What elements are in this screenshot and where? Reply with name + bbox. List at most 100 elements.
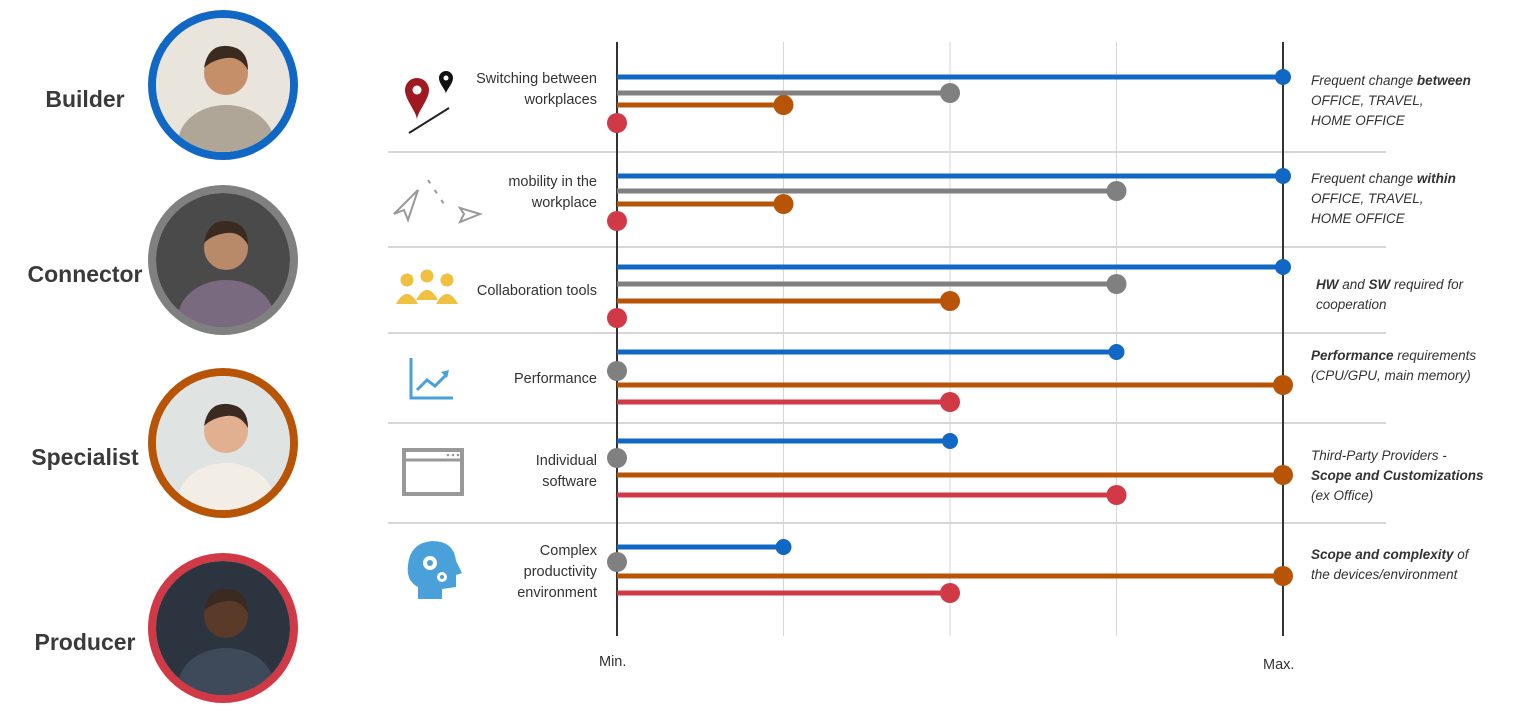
note-text: (CPU/GPU, main memory) <box>1311 368 1471 383</box>
avatar-producer <box>148 553 298 703</box>
bar-end-dot-producer <box>607 113 627 133</box>
requirement-note: Scope and complexity of the devices/envir… <box>1311 545 1511 585</box>
requirement-note-line: Scope and Customizations <box>1311 466 1511 486</box>
note-emphasis: within <box>1416 171 1456 186</box>
requirement-note-line: Frequent change within <box>1311 169 1511 189</box>
category-label: mobility in the workplace <box>427 172 597 214</box>
persona-connector: Connector <box>0 185 330 355</box>
persona-specialist: Specialist <box>0 368 330 538</box>
category-label-line: software <box>542 474 597 490</box>
requirement-note-line: Third-Party Providers - <box>1311 446 1511 466</box>
bar-end-dot-connector <box>1106 181 1127 201</box>
avatar-builder <box>148 10 298 160</box>
requirement-note-line: Scope and complexity of <box>1311 545 1511 565</box>
note-text: (ex Office) <box>1311 488 1374 503</box>
category-label: Individual software <box>427 451 597 493</box>
requirement-note: Performance requirements (CPU/GPU, main m… <box>1311 346 1511 386</box>
note-text: Frequent change <box>1311 171 1417 186</box>
requirement-note-line: (CPU/GPU, main memory) <box>1311 366 1511 386</box>
note-text: HOME OFFICE <box>1311 113 1405 128</box>
bar-end-dot-builder <box>1108 344 1125 360</box>
category-label-line: workplace <box>531 195 597 211</box>
bar-end-dot-producer <box>940 392 960 412</box>
category-label-line: Complex <box>539 543 597 559</box>
category-label: Switching between workplaces <box>427 69 597 111</box>
bar-end-dot-connector <box>940 83 960 103</box>
requirement-note-line: OFFICE, TRAVEL, <box>1311 189 1511 209</box>
browser-window-icon <box>402 448 464 496</box>
bar-end-dot-specialist <box>773 194 794 214</box>
bar-end-dot-specialist <box>773 95 794 115</box>
persona-label-specialist: Specialist <box>31 444 139 470</box>
category-label-line: workplaces <box>524 92 597 108</box>
category-label-line: Switching between <box>476 71 597 87</box>
note-emphasis: Scope and Customizations <box>1311 468 1484 483</box>
bar-end-dot-builder <box>775 539 792 555</box>
note-emphasis: SW <box>1368 277 1391 292</box>
note-emphasis: HW <box>1316 277 1339 292</box>
note-text: of <box>1453 547 1469 562</box>
category-label-line: Individual <box>535 453 597 469</box>
bar-end-dot-specialist <box>1273 465 1293 485</box>
note-emphasis: between <box>1416 73 1471 88</box>
category-label: Performance <box>427 369 597 390</box>
person-photo-icon <box>156 18 290 152</box>
paper-plane-icon <box>393 179 484 224</box>
persona-builder: Builder <box>0 10 330 180</box>
avatar-connector <box>148 185 298 335</box>
bar-end-dot-specialist <box>1273 375 1293 395</box>
requirement-note: Frequent change within OFFICE, TRAVEL, HOM… <box>1311 169 1511 229</box>
category-label: Collaboration tools <box>427 281 597 302</box>
note-text: cooperation <box>1316 297 1387 312</box>
person-photo-icon <box>156 561 290 695</box>
requirement-note: Third-Party Providers - Scope and Customi… <box>1311 446 1511 506</box>
persona-label-producer: Producer <box>34 629 136 655</box>
note-text: OFFICE, TRAVEL, <box>1311 93 1424 108</box>
category-label: Complex productivity environment <box>427 541 597 604</box>
bar-end-dot-connector <box>1106 274 1127 294</box>
persona-label-builder: Builder <box>45 86 125 112</box>
requirement-note: HW and SW required for cooperation <box>1316 275 1516 315</box>
note-text: and <box>1338 277 1369 292</box>
category-label-line: Performance <box>513 371 597 387</box>
requirement-note-line: the devices/environment <box>1311 565 1511 585</box>
requirement-note-line: OFFICE, TRAVEL, <box>1311 91 1511 111</box>
bar-end-dot-builder <box>1275 259 1291 275</box>
category-label-line: mobility in the <box>508 174 597 190</box>
bar-end-dot-specialist <box>940 291 960 311</box>
bar-end-dot-connector <box>607 448 627 468</box>
head-gears-icon <box>407 541 462 599</box>
bar-end-dot-producer <box>607 211 627 231</box>
requirement-note-line: Frequent change between <box>1311 71 1511 91</box>
requirement-note-line: Performance requirements <box>1311 346 1511 366</box>
persona-label-connector: Connector <box>27 261 143 287</box>
category-label-line: Collaboration tools <box>476 283 597 299</box>
people-group-icon <box>396 269 458 304</box>
bar-end-dot-builder <box>1275 168 1291 184</box>
note-emphasis: Scope and complexity <box>1311 547 1454 562</box>
persona-producer: Producer <box>0 553 330 723</box>
bar-end-dot-connector <box>607 552 627 572</box>
line-chart-icon <box>409 358 453 400</box>
avatar-specialist <box>148 368 298 518</box>
requirement-note-line: (ex Office) <box>1311 486 1511 506</box>
note-text: Third-Party Providers - <box>1311 448 1447 463</box>
note-text: required for <box>1390 277 1464 292</box>
bar-end-dot-producer <box>940 583 960 603</box>
category-label-line: environment <box>517 585 597 601</box>
person-photo-icon <box>156 193 290 327</box>
note-text: Frequent change <box>1311 73 1417 88</box>
requirement-note-line: HOME OFFICE <box>1311 111 1511 131</box>
requirement-note-line: cooperation <box>1316 295 1516 315</box>
bar-end-dot-builder <box>942 433 958 449</box>
category-label-line: productivity <box>523 564 597 580</box>
note-emphasis: Performance <box>1311 348 1394 363</box>
axis-min-label: Min. <box>599 654 627 670</box>
bar-end-dot-builder <box>1275 69 1291 85</box>
requirement-note-line: HW and SW required for <box>1316 275 1516 295</box>
requirement-note: Frequent change between OFFICE, TRAVEL, HO… <box>1311 71 1511 131</box>
axis-max-label: Max. <box>1263 657 1295 673</box>
bar-end-dot-producer <box>607 308 627 328</box>
